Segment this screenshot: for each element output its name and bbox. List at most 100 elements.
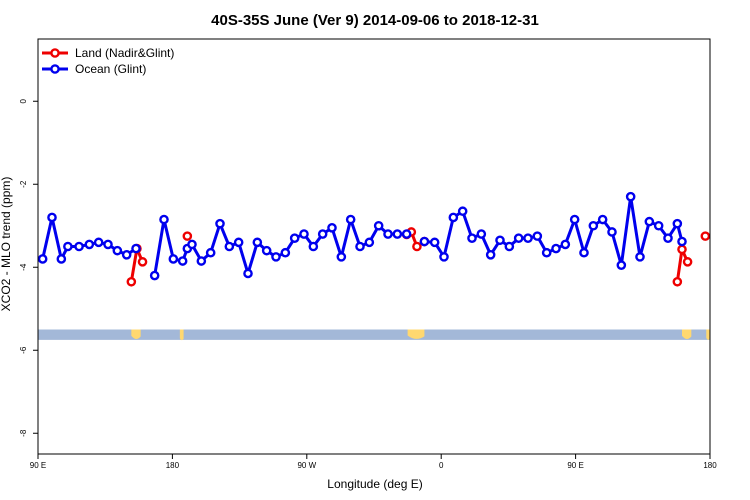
x-tick-label: 90 E	[567, 461, 583, 470]
data-point	[644, 216, 655, 227]
data-point	[224, 241, 235, 252]
data-point	[373, 220, 384, 231]
data-point	[588, 220, 599, 231]
data-point	[532, 231, 543, 241]
data-point	[327, 223, 337, 233]
data-point	[168, 254, 179, 264]
y-tick-label: -4	[19, 263, 28, 271]
land-mass	[179, 329, 184, 341]
data-point	[233, 237, 244, 248]
data-point	[625, 191, 636, 202]
data-point	[504, 241, 515, 252]
data-point	[607, 227, 617, 237]
land-mass	[706, 329, 710, 340]
x-tick-label: 0	[439, 461, 444, 470]
data-point	[243, 268, 253, 279]
data-point	[495, 235, 505, 246]
data-point	[336, 252, 347, 262]
data-point	[569, 214, 580, 225]
y-tick-label: 0	[19, 98, 28, 103]
data-point	[485, 249, 496, 260]
x-tick-label: 180	[703, 461, 717, 470]
data-point	[345, 214, 356, 225]
data-point	[412, 241, 422, 252]
x-axis-label: Longitude (deg E)	[327, 477, 422, 491]
plot-frame	[37, 38, 711, 455]
data-point	[383, 229, 393, 239]
data-point	[672, 276, 683, 287]
legend-label: Ocean (Glint)	[75, 62, 146, 76]
data-point	[513, 233, 524, 243]
data-point	[355, 241, 365, 252]
series-line	[41, 215, 137, 261]
data-point	[252, 237, 263, 248]
y-tick-label: -6	[19, 346, 28, 354]
chart-title: 40S-35S June (Ver 9) 2014-09-06 to 2018-…	[211, 12, 539, 29]
data-point	[121, 249, 132, 260]
data-point	[187, 239, 197, 250]
data-point	[47, 212, 57, 223]
data-point	[280, 247, 291, 258]
data-point	[63, 241, 73, 252]
data-point	[84, 239, 95, 250]
data-point	[541, 247, 552, 258]
data-point	[37, 254, 48, 264]
data-point	[289, 233, 300, 243]
data-point	[579, 247, 589, 258]
data-point	[159, 214, 169, 225]
data-point	[112, 245, 123, 256]
data-point	[682, 257, 693, 267]
data-point	[74, 241, 84, 252]
data-point	[308, 241, 319, 252]
ocean-band	[38, 329, 710, 340]
legend: Land (Nadir&Glint) Ocean (Glint)	[42, 46, 174, 76]
data-point	[93, 237, 104, 248]
data-point	[439, 252, 449, 262]
data-point	[131, 243, 141, 254]
data-point	[137, 257, 148, 267]
data-point	[317, 229, 328, 239]
legend-swatch-marker	[50, 64, 60, 74]
data-point	[215, 218, 225, 229]
data-point	[429, 237, 440, 248]
data-point	[457, 206, 468, 217]
data-point	[182, 231, 193, 241]
data-point	[419, 236, 430, 247]
data-point	[401, 229, 412, 239]
data-point	[271, 252, 281, 262]
data-point	[635, 252, 645, 262]
data-point	[149, 270, 160, 281]
legend-label: Land (Nadir&Glint)	[75, 46, 174, 60]
data-point	[261, 245, 272, 256]
x-tick-label: 90 E	[30, 461, 46, 470]
data-point	[126, 276, 137, 287]
data-point	[672, 218, 683, 229]
data-point	[677, 236, 687, 247]
data-point	[663, 233, 673, 243]
x-tick-label: 180	[166, 461, 180, 470]
data-point	[616, 260, 627, 270]
data-point	[677, 244, 687, 255]
data-point	[103, 239, 113, 250]
data-point	[560, 239, 571, 250]
data-point	[597, 214, 608, 225]
data-point	[476, 229, 487, 239]
x-tick-label: 90 W	[297, 461, 316, 470]
data-point	[196, 256, 207, 266]
legend-swatch-marker	[50, 48, 60, 58]
land-mass	[131, 329, 141, 340]
data-point	[299, 229, 309, 239]
data-point	[177, 256, 188, 266]
data-point	[523, 233, 533, 243]
land-mass	[682, 329, 692, 340]
data-point	[467, 233, 477, 243]
data-point	[700, 231, 711, 241]
data-point	[364, 237, 375, 248]
data-point	[551, 243, 561, 254]
y-axis-label: XCO2 - MLO trend (ppm)	[0, 177, 13, 312]
data-point	[56, 254, 67, 264]
y-tick-label: -8	[19, 429, 28, 437]
land-mass	[407, 329, 425, 339]
data-point	[448, 212, 459, 223]
